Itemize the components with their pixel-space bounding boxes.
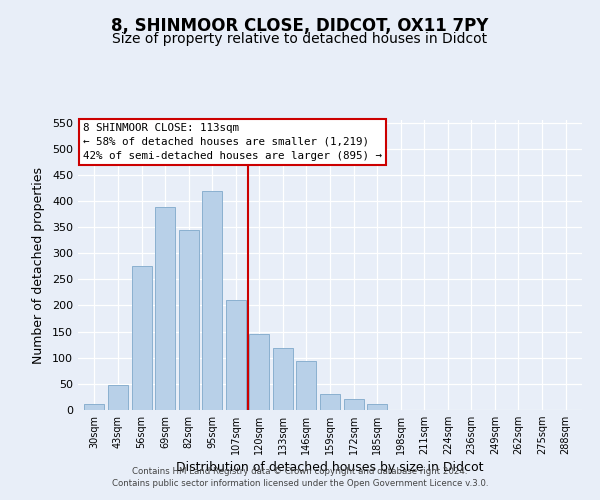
Bar — [155, 208, 175, 410]
Text: 8, SHINMOOR CLOSE, DIDCOT, OX11 7PY: 8, SHINMOOR CLOSE, DIDCOT, OX11 7PY — [112, 18, 488, 36]
Bar — [85, 404, 104, 410]
Text: Contains HM Land Registry data © Crown copyright and database right 2024.
Contai: Contains HM Land Registry data © Crown c… — [112, 466, 488, 487]
Y-axis label: Number of detached properties: Number of detached properties — [32, 166, 45, 364]
Text: 8 SHINMOOR CLOSE: 113sqm
← 58% of detached houses are smaller (1,219)
42% of sem: 8 SHINMOOR CLOSE: 113sqm ← 58% of detach… — [83, 123, 382, 161]
Bar — [320, 394, 340, 410]
Bar — [226, 300, 246, 410]
Bar — [250, 334, 269, 410]
Bar — [273, 348, 293, 410]
Bar — [296, 362, 316, 410]
Text: Size of property relative to detached houses in Didcot: Size of property relative to detached ho… — [112, 32, 488, 46]
Bar — [344, 398, 364, 410]
X-axis label: Distribution of detached houses by size in Didcot: Distribution of detached houses by size … — [176, 462, 484, 474]
Bar — [108, 385, 128, 410]
Bar — [179, 230, 199, 410]
Bar — [367, 404, 387, 410]
Bar — [131, 266, 152, 410]
Bar — [202, 190, 222, 410]
